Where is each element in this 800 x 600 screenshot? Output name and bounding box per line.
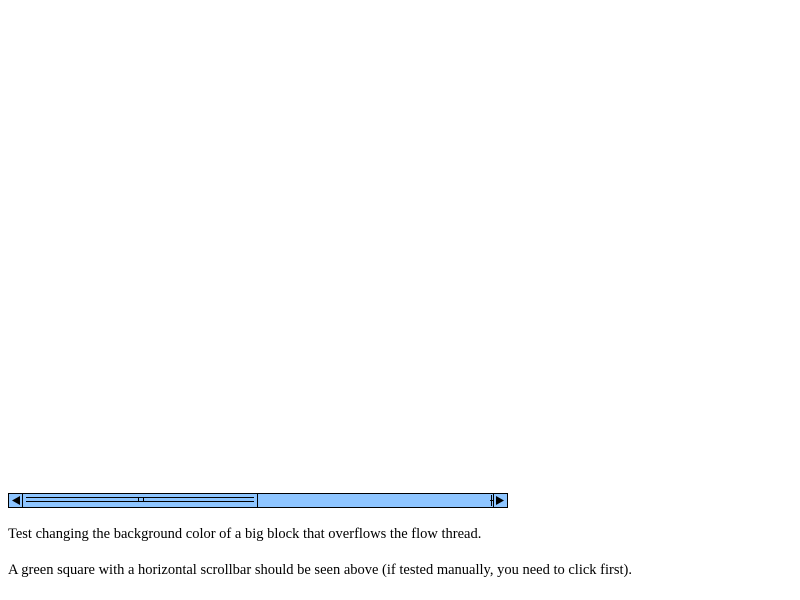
scrollbar-thumb[interactable] xyxy=(23,494,258,507)
scrollbar-end-marker xyxy=(490,495,493,506)
scroll-right-button[interactable] xyxy=(493,494,507,507)
scroll-left-button[interactable] xyxy=(9,494,23,507)
arrow-right-icon xyxy=(494,494,507,507)
thumb-grip xyxy=(143,498,144,501)
thumb-line xyxy=(26,501,254,502)
flow-thread-region xyxy=(8,8,508,493)
arrow-left-icon xyxy=(9,494,22,507)
thumb-line xyxy=(26,497,254,498)
test-expectation: A green square with a horizontal scrollb… xyxy=(8,562,632,578)
thumb-grip xyxy=(138,498,139,501)
horizontal-scrollbar[interactable] xyxy=(8,493,508,508)
test-description: Test changing the background color of a … xyxy=(8,526,482,542)
